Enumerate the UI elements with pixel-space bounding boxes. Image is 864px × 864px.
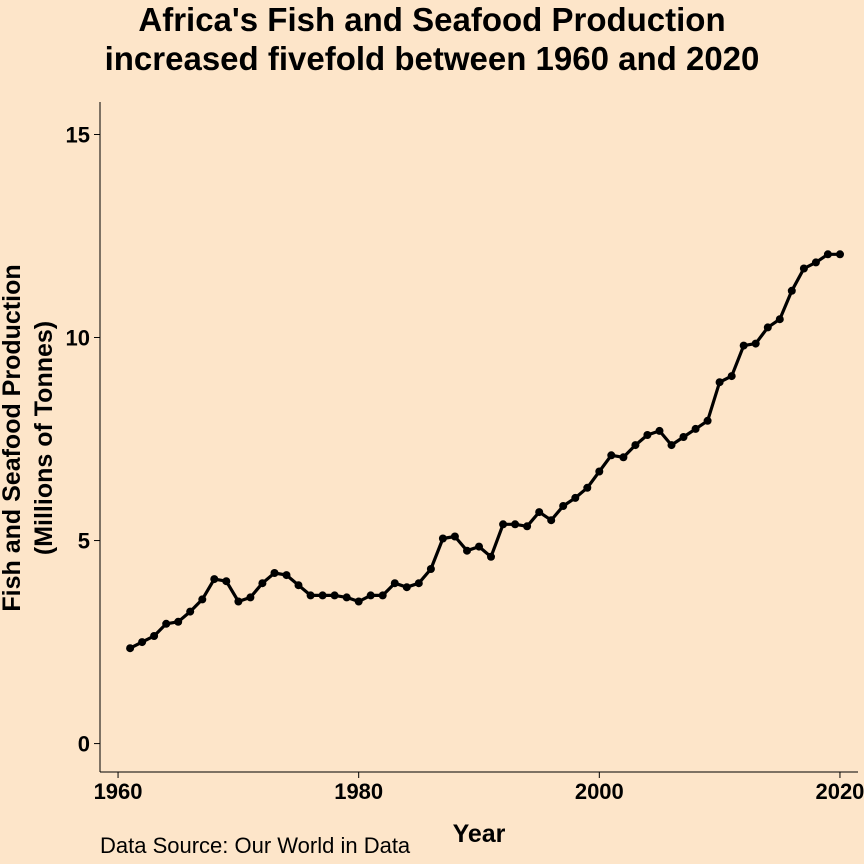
data-point-1977 xyxy=(318,591,327,600)
data-point-2000 xyxy=(595,467,604,476)
data-point-2014 xyxy=(763,323,772,332)
data-point-1971 xyxy=(246,593,255,602)
x-tick-label: 1960 xyxy=(94,779,143,804)
data-point-2017 xyxy=(799,264,808,273)
data-point-1986 xyxy=(426,565,435,573)
data-point-1983 xyxy=(390,579,399,588)
data-point-1973 xyxy=(270,569,279,577)
data-point-1992 xyxy=(499,520,508,529)
y-axis-title-line-2: (Millions of Tonnes) xyxy=(30,321,58,555)
data-point-2004 xyxy=(643,431,652,439)
y-tick-label: 0 xyxy=(78,732,90,757)
x-axis-title: Year xyxy=(453,820,506,848)
data-point-1990 xyxy=(475,542,483,551)
data-point-1998 xyxy=(571,493,580,502)
y-tick-label: 15 xyxy=(66,122,90,147)
data-point-1985 xyxy=(414,579,423,588)
data-point-1979 xyxy=(342,593,351,602)
chart-title-line-2: increased fivefold between 1960 and 2020 xyxy=(105,40,760,77)
data-point-1966 xyxy=(186,607,195,616)
x-tick-label: 1980 xyxy=(334,779,383,804)
data-point-2012 xyxy=(739,341,748,350)
data-point-1975 xyxy=(294,581,303,590)
data-point-2008 xyxy=(691,424,700,433)
data-point-1991 xyxy=(487,552,495,561)
data-point-1999 xyxy=(583,483,592,492)
data-point-2011 xyxy=(727,372,736,381)
series-line xyxy=(129,252,840,650)
data-point-2018 xyxy=(811,258,820,267)
data-point-2013 xyxy=(751,339,760,348)
data-point-1994 xyxy=(523,522,532,531)
data-point-2010 xyxy=(715,378,724,387)
data-point-1997 xyxy=(559,502,568,510)
data-point-2006 xyxy=(667,441,676,450)
data-point-1972 xyxy=(258,579,267,588)
data-point-1970 xyxy=(234,597,243,606)
data-point-2016 xyxy=(787,286,796,295)
data-point-1976 xyxy=(306,591,315,600)
data-point-1967 xyxy=(198,595,207,604)
data-point-1987 xyxy=(438,534,447,543)
data-point-2005 xyxy=(655,426,664,435)
data-point-2007 xyxy=(679,433,688,441)
chart-title-line-1: Africa's Fish and Seafood Production xyxy=(138,1,725,38)
data-point-1988 xyxy=(450,532,459,541)
data-point-1982 xyxy=(378,591,387,600)
data-point-1969 xyxy=(222,577,231,586)
data-point-2020 xyxy=(836,250,844,259)
x-axis-ticks: 1960 1980 2000 2020 xyxy=(94,772,864,804)
data-point-1974 xyxy=(282,571,291,580)
data-point-2009 xyxy=(703,416,712,425)
x-tick-label: 2000 xyxy=(575,779,624,804)
x-tick-label: 2020 xyxy=(815,779,864,804)
data-point-1962 xyxy=(138,638,147,647)
data-point-1963 xyxy=(150,632,159,640)
y-tick-label: 10 xyxy=(66,326,90,351)
data-point-1978 xyxy=(330,591,339,600)
y-axis-ticks: 0 5 10 15 xyxy=(66,122,100,757)
series-points xyxy=(126,250,844,653)
data-point-2015 xyxy=(775,315,784,324)
data-point-1995 xyxy=(535,508,544,517)
y-tick-label: 5 xyxy=(78,529,90,554)
data-point-2002 xyxy=(619,453,628,462)
data-point-1996 xyxy=(547,516,556,525)
data-point-1980 xyxy=(354,597,363,606)
data-point-2001 xyxy=(607,451,616,460)
data-source-caption: Data Source: Our World in Data xyxy=(100,833,411,858)
data-point-1968 xyxy=(210,575,219,584)
data-point-1993 xyxy=(511,520,520,529)
data-point-1961 xyxy=(126,644,135,653)
data-point-1964 xyxy=(162,619,171,628)
data-point-2019 xyxy=(823,250,832,259)
data-point-1965 xyxy=(174,617,183,626)
data-point-1984 xyxy=(402,583,411,592)
data-point-1981 xyxy=(366,591,375,600)
y-axis-title-line-1: Fish and Seafood Production xyxy=(0,264,26,611)
data-point-1989 xyxy=(463,546,471,555)
data-point-2003 xyxy=(631,441,640,450)
